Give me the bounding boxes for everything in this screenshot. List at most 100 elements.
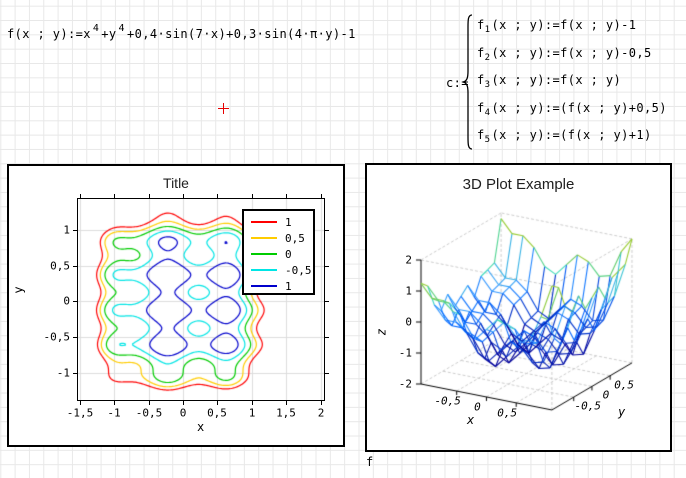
tick-mark — [286, 401, 287, 405]
formula-definition-f[interactable]: f(x ; y):=x 4 +y 4 +0,4·sin(7·x)+0,3·sin(4·π… — [7, 23, 356, 43]
tick-mark — [114, 194, 115, 198]
contour-y-axis-label: y — [11, 286, 26, 294]
tick-mark — [183, 194, 184, 198]
tick-label: 0 — [474, 400, 481, 414]
region-label-f[interactable]: f — [366, 455, 374, 469]
formula-fragment: +y — [101, 27, 117, 41]
tick-mark — [252, 194, 253, 198]
tick-label: 1 — [63, 223, 70, 237]
tick-mark — [321, 401, 322, 405]
tick-mark — [73, 230, 77, 231]
system-line: f2(x ; y):=f(x ; y)-0,5 — [477, 44, 667, 63]
surface-z-axis-label: z — [374, 328, 389, 336]
tick-label: 0 — [63, 294, 70, 308]
tick-mark — [217, 194, 218, 198]
formula-fragment: (x ; y):=(f(x ; y)+1) — [491, 128, 652, 142]
formula-fragment: f — [477, 45, 485, 60]
contour-axes-frame — [77, 198, 325, 401]
legend-label: 1 — [285, 279, 292, 293]
tick-mark — [73, 301, 77, 302]
formula-fragment: 5 — [484, 135, 491, 145]
tick-mark — [325, 230, 329, 231]
formula-fragment: 4 — [484, 107, 491, 118]
surface-y-axis-label: y — [618, 405, 626, 419]
tick-label: 1 — [405, 284, 412, 298]
tick-mark — [80, 401, 81, 405]
contour-axes: -1,5 -1 -0,5 0 0,5 1 1,5 2 1 0,5 0 -0,5 -1 — [44, 194, 329, 419]
legend-item: 1 — [251, 279, 307, 293]
tick-mark — [217, 401, 218, 405]
formula-fragment: 3 — [484, 80, 491, 90]
legend-item: 0,5 — [251, 231, 307, 245]
tick-label: 1 — [248, 406, 256, 420]
tick-mark — [325, 266, 329, 267]
formula-fragment: 4 — [92, 23, 100, 34]
tick-mark — [252, 401, 253, 405]
formula-fragment: (x ; y):=(f(x ; y)+0,5) — [491, 100, 667, 115]
system-line: f1(x ; y):=f(x ; y)-1 — [477, 16, 667, 35]
tick-mark — [149, 401, 150, 405]
tick-mark — [321, 194, 322, 198]
legend-line-swatch — [251, 253, 277, 255]
legend-line-swatch — [251, 237, 277, 239]
contour-plot-title: Title — [163, 175, 189, 191]
tick-mark — [325, 301, 329, 302]
system-lhs: c:= — [446, 76, 469, 90]
surface-canvas — [367, 165, 670, 450]
tick-mark — [80, 194, 81, 198]
surface-axes: -0,5 0 0,5 -0,5 0 0,5 2 1 0 -1 -2 — [367, 165, 670, 450]
tick-label: 0,5 — [614, 378, 635, 392]
contour-plot-region[interactable]: Title -1,5 -1 -0,5 0 0,5 1 1,5 2 1 0,5 0 -0,5 -1 x y… — [7, 164, 345, 447]
tick-mark — [114, 401, 115, 405]
tick-mark — [183, 401, 184, 405]
surface-plot-region[interactable]: 3D Plot Example -0,500,5-0,500,5210-1-2 … — [365, 163, 672, 452]
tick-label: 0,5 — [497, 406, 518, 420]
tick-mark — [73, 373, 77, 374]
tick-label: 1,5 — [276, 406, 296, 420]
formula-fragment: f — [477, 128, 485, 142]
tick-mark — [73, 266, 77, 267]
tick-label: -0,5 — [135, 406, 163, 420]
tick-mark — [286, 194, 287, 198]
legend-line-swatch — [251, 285, 277, 287]
formula-fragment: f — [477, 18, 485, 32]
cursor-cross-v — [223, 103, 224, 114]
tick-label: 0 — [179, 406, 187, 420]
tick-label: -1 — [398, 346, 412, 360]
system-line: f3(x ; y):=f(x ; y) — [477, 71, 667, 90]
formula-fragment: +0,4·sin(7·x)+0,3·sin(4·π·y)-1 — [126, 27, 356, 41]
legend-item: -0,5 — [251, 265, 312, 276]
surface-x-axis-label: x — [467, 413, 475, 427]
tick-label: 2 — [405, 253, 412, 267]
tick-label: -1,5 — [66, 406, 94, 420]
system-line: f4(x ; y):=(f(x ; y)+0,5) — [477, 99, 667, 118]
legend-line-swatch — [251, 269, 277, 271]
tick-label: -0,5 — [434, 394, 461, 408]
contour-legend[interactable]: 1 0,5 0 -0,5 1 — [242, 209, 315, 295]
formula-fragment: f — [477, 73, 485, 87]
tick-mark — [325, 373, 329, 374]
legend-line-swatch — [251, 221, 277, 223]
tick-label: 0,5 — [207, 406, 227, 420]
tick-label: 0 — [602, 388, 610, 402]
tick-label: -1 — [56, 366, 70, 380]
tick-label: -0,5 — [43, 330, 71, 344]
tick-mark — [149, 194, 150, 198]
legend-label: 1 — [285, 215, 292, 229]
formula-fragment: 2 — [484, 52, 491, 63]
tick-mark — [73, 337, 77, 338]
legend-item: 1 — [251, 215, 307, 229]
tick-mark — [325, 337, 329, 338]
formula-fragment: (x ; y):=f(x ; y) — [491, 73, 622, 87]
legend-label: 0,5 — [285, 231, 305, 245]
system-lines: f1(x ; y):=f(x ; y)-1 f2(x ; y):=f(x ; y)… — [477, 16, 667, 145]
formula-fragment: f(x ; y):=x — [7, 27, 91, 41]
system-brace — [462, 14, 473, 150]
tick-label: -0,5 — [574, 399, 601, 413]
formula-fragment: (x ; y):=f(x ; y)-0,5 — [491, 45, 652, 60]
formula-fragment: 4 — [118, 23, 125, 34]
tick-label: -1 — [107, 406, 121, 420]
formula-fragment: f — [477, 100, 485, 115]
tick-label: 2 — [317, 406, 325, 420]
